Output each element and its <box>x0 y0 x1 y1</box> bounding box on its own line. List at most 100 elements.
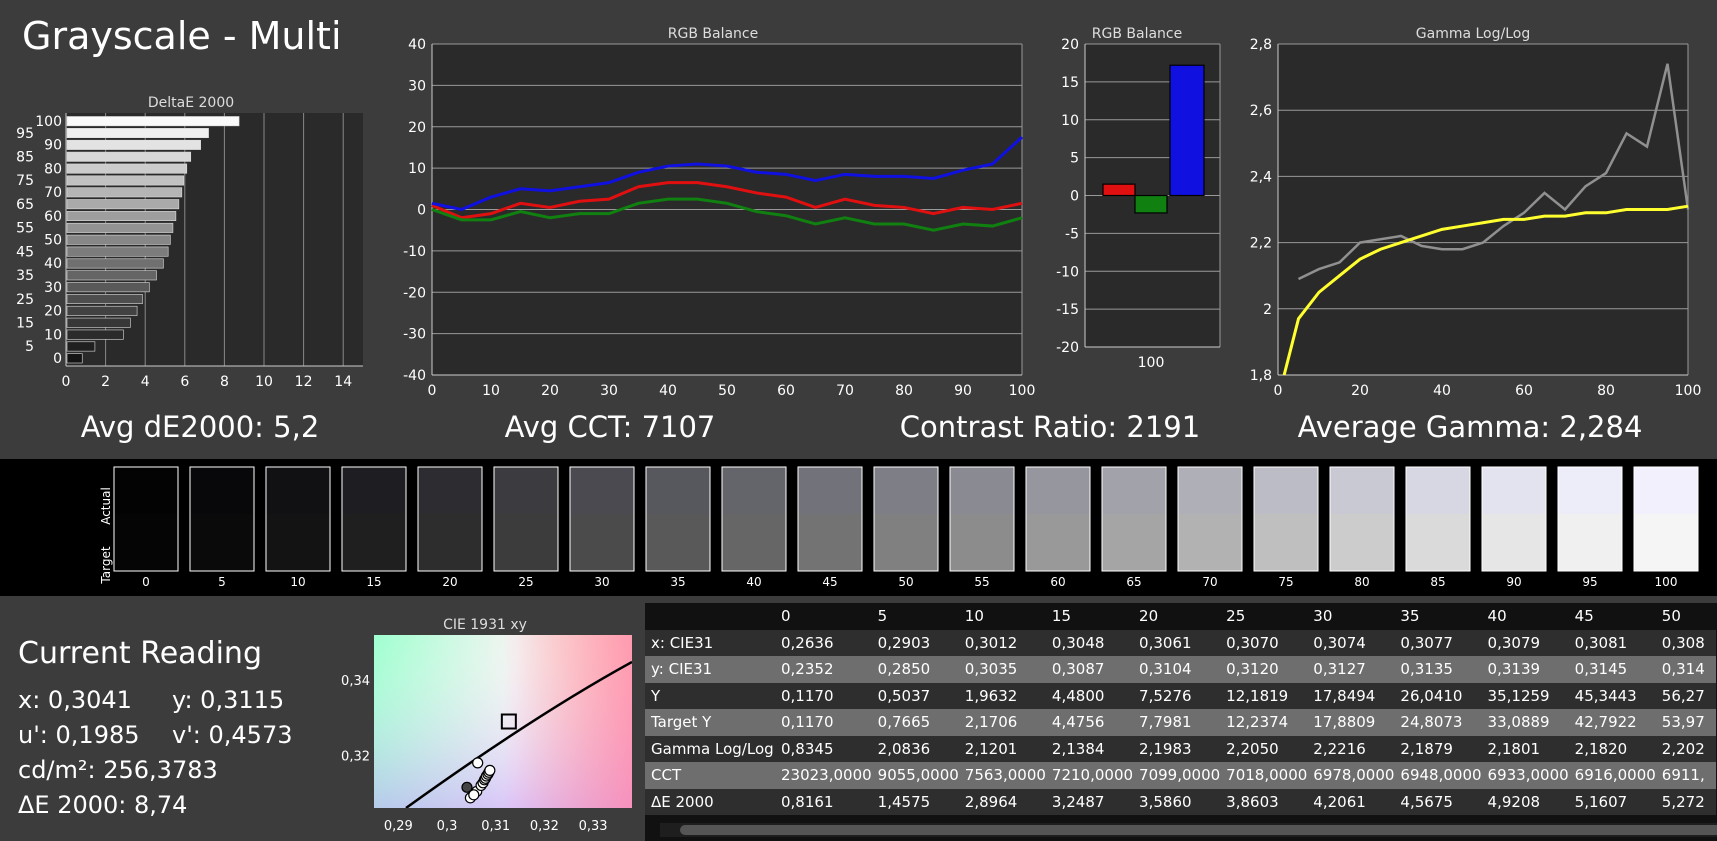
deltae-bar <box>66 211 177 222</box>
swatch-actual <box>1178 467 1242 514</box>
cie-target <box>500 713 517 730</box>
swatch-label: 10 <box>290 575 305 589</box>
target-side-label: Target <box>99 546 113 584</box>
cie-ytick: 0,32 <box>341 749 370 764</box>
table-cell: 0,3139 <box>1481 656 1569 683</box>
rgb-line-ytick: 10 <box>408 161 426 177</box>
gamma-ytick: 2,4 <box>1250 169 1272 185</box>
table-cell: 6978,0000 <box>1307 762 1395 789</box>
table-cell: 0,3135 <box>1394 656 1482 683</box>
table-cell: 0 <box>775 603 872 630</box>
gamma-title: Gamma Log/Log <box>1416 26 1530 42</box>
table-row-label: x: CIE31 <box>645 629 775 656</box>
table-cell: 0,3012 <box>958 629 1046 656</box>
table-row: Y 0,1170 0,5037 1,9632 4,4800 7,5276 12,1819 17… <box>645 682 1716 709</box>
swatch-actual <box>570 467 634 514</box>
table-cell: 0,3070 <box>1220 629 1308 656</box>
cie-chart: CIE 1931 xy 0,34 0,32 0,29 0,3 0,31 0,32 0,33 <box>341 617 632 834</box>
reading-u: u': 0,1985 <box>18 721 140 749</box>
table-cell: 2,1879 <box>1394 735 1482 762</box>
avg-cct-stat: Avg CCT: 7107 <box>504 410 716 444</box>
table-cell: 10 <box>958 603 1046 630</box>
cie-xtick: 0,33 <box>579 819 608 834</box>
rgb-line-ytick: -40 <box>403 368 426 384</box>
swatch-border <box>1253 466 1319 572</box>
swatch-actual <box>874 467 938 514</box>
table-cell: 2,0836 <box>871 735 959 762</box>
rgb-line-red <box>431 181 1023 220</box>
deltae-bar <box>66 139 201 150</box>
cie-point <box>484 764 496 776</box>
table-cell: 50 <box>1655 603 1716 630</box>
gamma-xtick: 80 <box>1597 383 1615 399</box>
scrollbar-thumb[interactable] <box>680 825 1717 835</box>
gamma-xtick: 20 <box>1351 383 1369 399</box>
deltae-bar <box>66 305 138 316</box>
rgb-bar-ytick: 20 <box>1061 37 1079 53</box>
table-cell: 53,97 <box>1655 709 1716 736</box>
table-cell: 2,8964 <box>958 788 1046 815</box>
deltae-bar <box>66 175 185 186</box>
swatch-target <box>190 514 254 571</box>
deltae-ytick: 35 <box>16 268 34 284</box>
swatch-actual <box>418 467 482 514</box>
swatch-actual <box>1330 467 1394 514</box>
swatch-target <box>114 514 178 571</box>
data-table[interactable]: 0 5 10 15 20 25 30 35 40 45 50 x: CIE31 0,2636 0,2903… <box>645 603 1717 841</box>
swatch-actual <box>646 467 710 514</box>
swatch-target <box>1634 514 1698 571</box>
table-cell: 40 <box>1481 603 1569 630</box>
deltae-ytick: 70 <box>44 185 62 201</box>
swatch-actual <box>1026 467 1090 514</box>
cie-point <box>461 781 473 793</box>
rgb-line-title: RGB Balance <box>668 26 758 42</box>
gamma-line-gray <box>1297 63 1690 281</box>
swatch-label: 40 <box>746 575 761 589</box>
swatch-label: 75 <box>1278 575 1293 589</box>
table-cell: 0,2636 <box>775 629 872 656</box>
swatch-actual <box>1254 467 1318 514</box>
table-cell: 33,0889 <box>1481 709 1569 736</box>
cie-title: CIE 1931 xy <box>443 617 527 633</box>
rgb-line-ytick: 20 <box>408 120 426 136</box>
swatch-label: 100 <box>1655 575 1678 589</box>
deltae-xtick: 10 <box>255 374 273 390</box>
table-cell: 42,7922 <box>1568 709 1656 736</box>
rgb-bar-ytick: 0 <box>1070 189 1079 205</box>
swatch-label: 30 <box>594 575 609 589</box>
table-cell: 0,5037 <box>871 682 959 709</box>
table-cell: 26,0410 <box>1394 682 1482 709</box>
cie-xtick: 0,29 <box>384 819 413 834</box>
swatch-actual <box>190 467 254 514</box>
table-cell: 0,3145 <box>1568 656 1656 683</box>
table-cell: 2,202 <box>1655 735 1716 762</box>
swatch-label: 20 <box>442 575 457 589</box>
deltae-bar <box>66 246 169 257</box>
table-cell: 0,7665 <box>871 709 959 736</box>
swatch-label: 60 <box>1050 575 1065 589</box>
swatch-target <box>950 514 1014 571</box>
rgb-line-xtick: 80 <box>895 383 913 399</box>
swatch-target <box>1558 514 1622 571</box>
table-cell: 6911, <box>1655 762 1716 789</box>
table-scrollbar[interactable] <box>660 823 1717 837</box>
deltae-ytick: 5 <box>25 339 34 355</box>
table-cell: 2,1983 <box>1133 735 1221 762</box>
deltae-bar <box>66 282 150 293</box>
swatch-target <box>798 514 862 571</box>
swatch-actual <box>798 467 862 514</box>
table-cell: 0,3087 <box>1045 656 1134 683</box>
rgb-line-ytick: -20 <box>403 285 426 301</box>
table-cell: 5,272 <box>1655 788 1716 815</box>
rgb-line-xtick: 30 <box>600 383 618 399</box>
table-cell: 35,1259 <box>1481 682 1569 709</box>
deltae-ytick: 85 <box>16 150 34 166</box>
swatch-label: 85 <box>1430 575 1445 589</box>
table-cell: 7018,0000 <box>1220 762 1308 789</box>
gamma-chart: Gamma Log/Log 2,8 2,6 2,4 2,2 2 1,8 0 20 40 60 80… <box>1250 26 1702 399</box>
swatch-border <box>1633 466 1699 572</box>
swatch-target <box>1102 514 1166 571</box>
deltae-bar <box>66 341 96 352</box>
table-row-label: CCT <box>645 762 775 789</box>
